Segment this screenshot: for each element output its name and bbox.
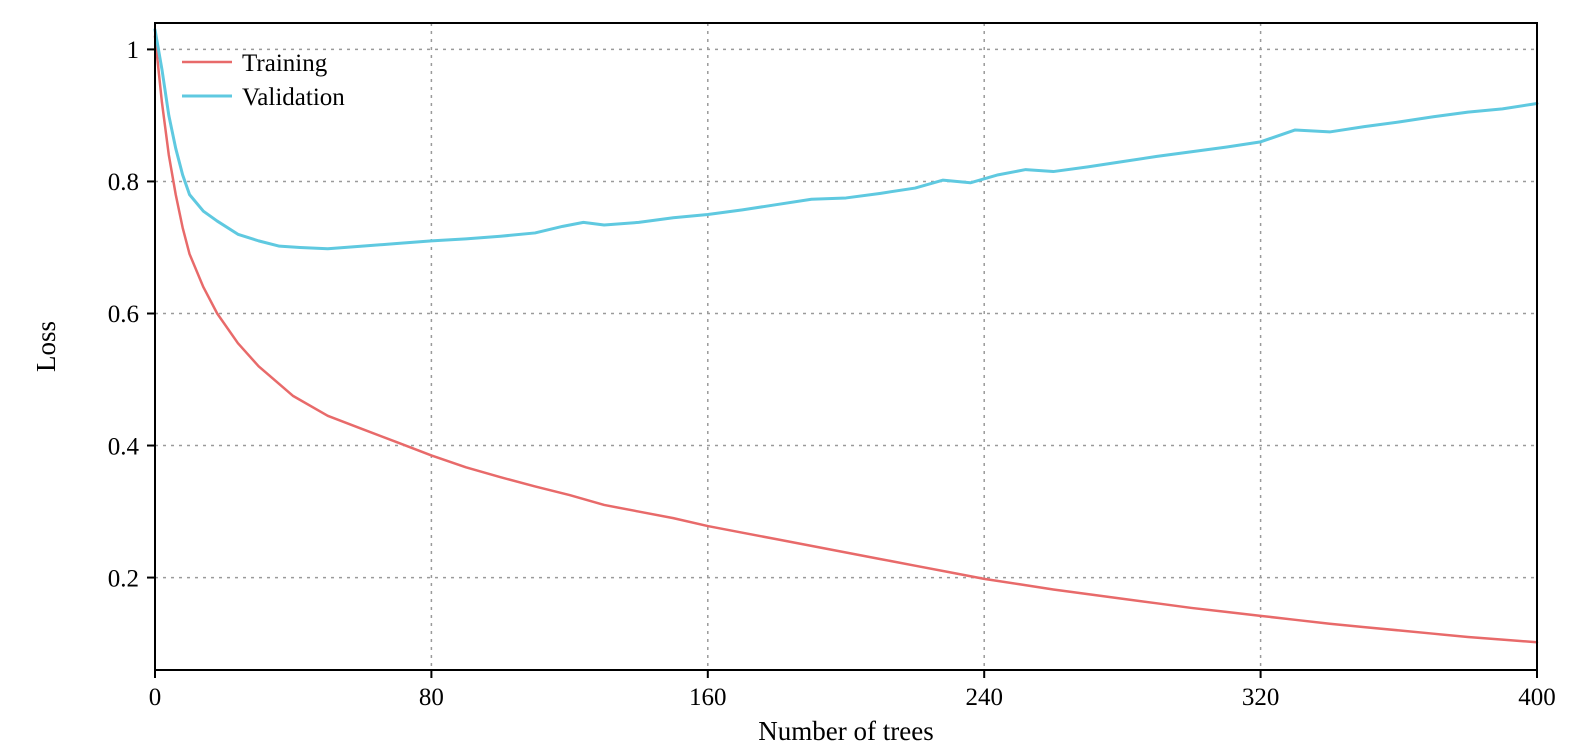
loss-chart: 0 80 160 240 320 400 0.2 0.4 0.6 0.8 1 Number of tr… xyxy=(0,0,1596,750)
legend-label: Training xyxy=(242,50,328,77)
chart-svg: 0 80 160 240 320 400 0.2 0.4 0.6 0.8 1 Number of tr… xyxy=(0,0,1596,750)
y-tick-label: 0.8 xyxy=(108,169,139,196)
y-axis-label: Loss xyxy=(31,321,61,372)
legend-label: Validation xyxy=(242,84,345,111)
x-tick-label: 80 xyxy=(419,684,444,711)
y-tick-label: 0.6 xyxy=(108,301,139,328)
x-tick-label: 240 xyxy=(965,684,1003,711)
x-axis-label: Number of trees xyxy=(758,716,933,746)
x-tick-label: 160 xyxy=(689,684,727,711)
x-tick-label: 320 xyxy=(1242,684,1280,711)
y-tick-label: 1 xyxy=(127,37,140,64)
y-tick-label: 0.4 xyxy=(108,433,140,460)
x-tick-label: 400 xyxy=(1518,684,1556,711)
x-tick-label: 0 xyxy=(149,684,162,711)
y-tick-label: 0.2 xyxy=(108,565,139,592)
